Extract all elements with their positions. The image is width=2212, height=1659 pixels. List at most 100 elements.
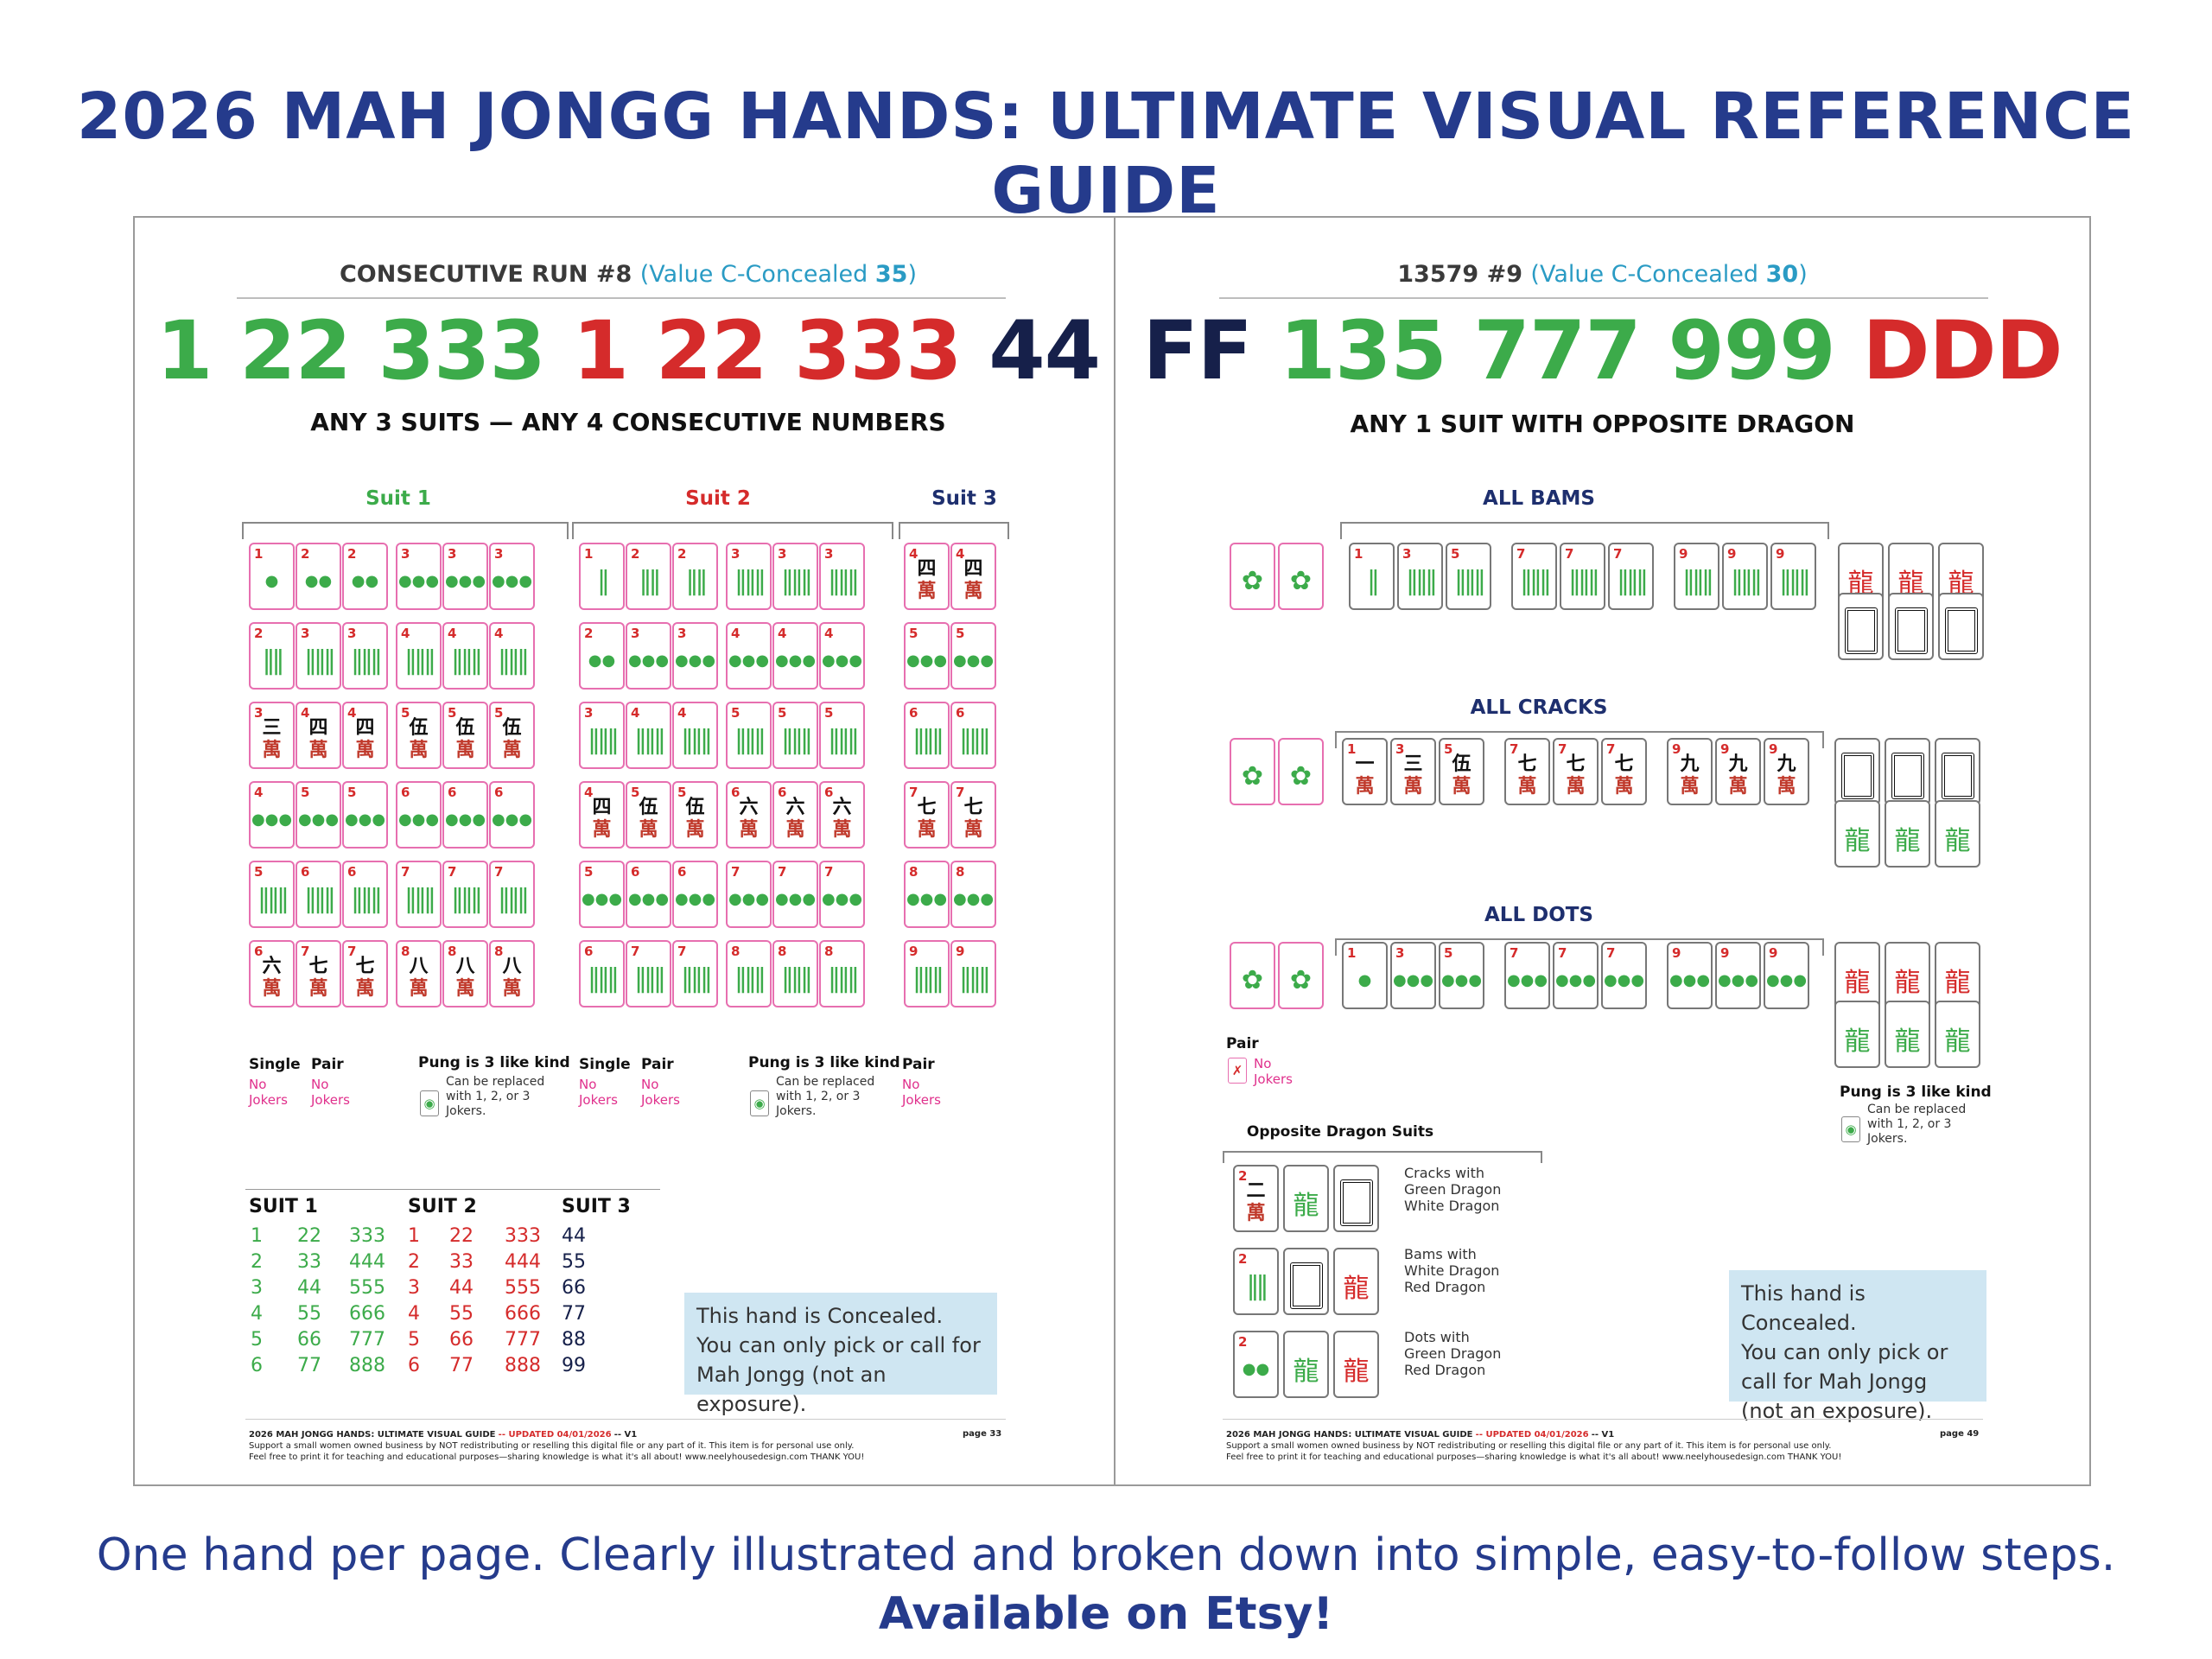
table-cell: 555: [505, 1277, 541, 1299]
header-rule: [237, 297, 1006, 299]
table-cell: 3: [408, 1277, 420, 1299]
mahjong-tile: 4 ●●●: [726, 622, 772, 690]
mahjong-tile: 9 ●●●: [1667, 942, 1713, 1009]
mahjong-tile: 龍: [1333, 1331, 1379, 1398]
joker-icon: ◉: [750, 1090, 769, 1116]
suit1-bracket: [242, 522, 569, 539]
mahjong-tile: 3 ‖‖‖: [819, 543, 865, 610]
hand-part-suit3: 44: [988, 304, 1101, 398]
mahjong-tile: 7 ‖‖‖: [1560, 543, 1605, 610]
mahjong-tile: 3 ●●●: [489, 543, 535, 610]
note-pair-nojokers: No Jokers: [311, 1077, 350, 1108]
mahjong-tile: 龍: [1283, 1165, 1329, 1232]
mahjong-tile: 龍: [1935, 800, 1980, 868]
mahjong-tile: 1 ●: [1342, 942, 1388, 1009]
mahjong-tile: [1888, 593, 1934, 660]
hand-header: CONSECUTIVE RUN #8 (Value C-Concealed 35…: [135, 261, 1122, 288]
table-cell: 2: [251, 1251, 263, 1273]
concealed-note: This hand is Concealed. You can only pic…: [684, 1293, 997, 1416]
note-pung-title-2: Pung is 3 like kind: [748, 1054, 900, 1071]
od-row-1: Cracks with Green Dragon White Dragon: [1404, 1165, 1502, 1214]
mahjong-tile: 3 ●●●: [672, 622, 718, 690]
table-cell: 777: [349, 1329, 385, 1351]
table-cell: 333: [505, 1225, 541, 1247]
od-bracket: [1223, 1151, 1542, 1163]
mahjong-tile: 4 ●●●: [819, 622, 865, 690]
pair-nojokers: No Jokers: [1254, 1056, 1293, 1087]
mahjong-tile: 7 ●●●: [1504, 942, 1550, 1009]
footer-rule: [245, 1419, 1006, 1420]
tagline: One hand per page. Clearly illustrated a…: [96, 1529, 2116, 1581]
table-cell: 5: [251, 1329, 263, 1351]
hand-header: 13579 #9 (Value C-Concealed 30): [1116, 261, 2089, 288]
table-cell: 99: [562, 1355, 586, 1376]
mahjong-tile: 3 ‖‖‖: [1397, 543, 1443, 610]
page-number: page 33: [963, 1429, 1002, 1439]
table-cell: 666: [349, 1303, 385, 1325]
mahjong-tile: 9 ‖‖‖: [1674, 543, 1719, 610]
mahjong-tile: 6 ●●●: [672, 861, 718, 928]
table-cell: 444: [505, 1251, 541, 1273]
table-cell: 1: [408, 1225, 420, 1247]
mahjong-tile: 7 ‖‖‖: [442, 861, 488, 928]
mahjong-tile: 4 ‖‖‖: [672, 702, 718, 769]
mahjong-tile: 7 ●●●: [772, 861, 818, 928]
category-cracks: ALL CRACKS: [1470, 696, 1608, 719]
hand-part-flowers: FF: [1142, 304, 1252, 398]
mahjong-tile: 5 ●●●: [950, 622, 996, 690]
mahjong-tile: 2 ‖‖: [672, 543, 718, 610]
table-cell: 1: [251, 1225, 263, 1247]
mahjong-tile: 5 ●●●: [296, 781, 341, 849]
mahjong-tile: 3 ‖‖‖: [342, 622, 388, 690]
table-cell: 22: [297, 1225, 321, 1247]
mahjong-tile: 6 ‖‖‖: [950, 702, 996, 769]
mahjong-tile: 5 ‖‖‖: [726, 702, 772, 769]
mahjong-tile: 9 ‖‖‖: [1770, 543, 1816, 610]
mahjong-tile: 5 ●●●: [342, 781, 388, 849]
footer: 2026 MAH JONGG HANDS: ULTIMATE VISUAL GU…: [1226, 1430, 1842, 1462]
mahjong-tile: 5 ‖‖‖: [1446, 543, 1491, 610]
hand-name: CONSECUTIVE RUN #8: [339, 261, 632, 288]
table-cell: 55: [449, 1303, 474, 1325]
mahjong-tile: 龍: [1834, 800, 1880, 868]
mahjong-tile: 6 ●●●: [489, 781, 535, 849]
footer-rule: [1223, 1419, 1983, 1420]
mahjong-tile: 4 ‖‖‖: [489, 622, 535, 690]
note-single-2: Single: [579, 1056, 631, 1073]
mahjong-tile: [1283, 1248, 1329, 1315]
mahjong-tile: 龍: [1885, 1001, 1930, 1068]
hand-name: 13579 #9: [1397, 261, 1523, 288]
table-cell: 77: [297, 1355, 321, 1376]
mahjong-tile: 2 ‖‖: [1233, 1248, 1279, 1315]
table-cell: 5: [408, 1329, 420, 1351]
od-row-3: Dots with Green Dragon Red Dragon: [1404, 1329, 1502, 1378]
mahjong-tile: 5 ‖‖‖: [819, 702, 865, 769]
suit-label-1: Suit 1: [365, 487, 431, 510]
main-title: 2026 MAH JONGG HANDS: ULTIMATE VISUAL RE…: [76, 79, 2136, 228]
hand-subtitle: ANY 1 SUIT WITH OPPOSITE DRAGON: [1350, 410, 1855, 438]
mahjong-tile: 2 ●●: [342, 543, 388, 610]
suit-label-3: Suit 3: [931, 487, 997, 510]
mahjong-tile: 4 ‖‖‖: [396, 622, 442, 690]
no-joker-icon: ✗: [1228, 1058, 1247, 1084]
mahjong-tile: 8 ●●●: [904, 861, 950, 928]
dots-bracket: [1335, 938, 1824, 956]
mahjong-tile: 7 ‖‖‖: [1511, 543, 1557, 610]
mahjong-tile: 4 ●●●: [249, 781, 295, 849]
hand-part-suit1: 1 22 333: [156, 304, 546, 398]
table-header-suit2: SUIT 2: [408, 1196, 477, 1217]
mahjong-tile: 9 ●●●: [1764, 942, 1809, 1009]
table-header-suit3: SUIT 3: [562, 1196, 631, 1217]
table-header-suit1: SUIT 1: [249, 1196, 318, 1217]
